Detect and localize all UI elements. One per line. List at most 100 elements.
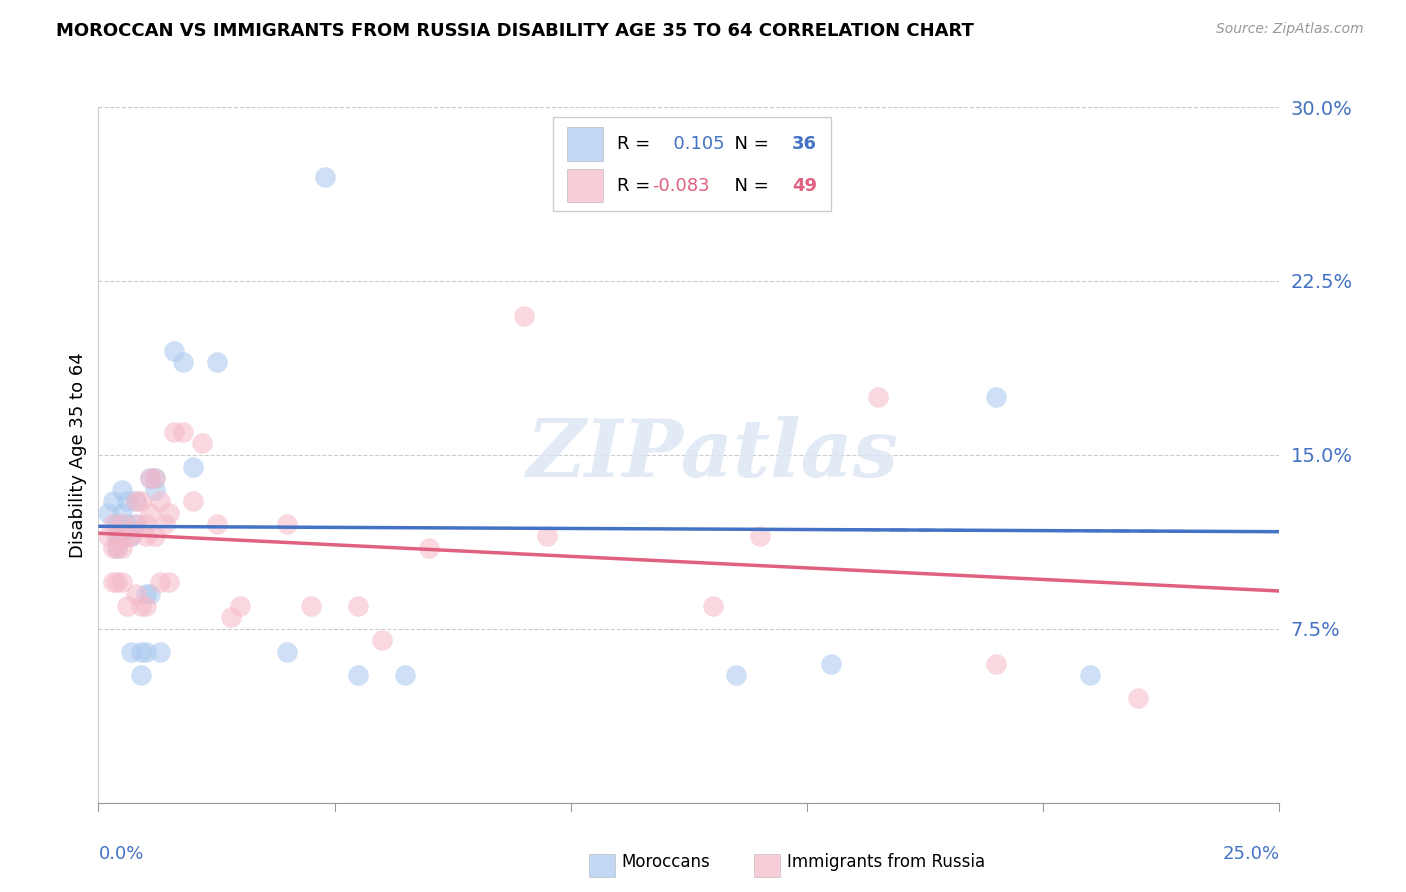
Text: Moroccans: Moroccans <box>621 853 710 871</box>
Text: Source: ZipAtlas.com: Source: ZipAtlas.com <box>1216 22 1364 37</box>
Point <box>105 541 128 555</box>
Point <box>105 575 128 590</box>
Point <box>418 541 440 555</box>
Point <box>276 645 298 659</box>
Point <box>820 657 842 671</box>
Point <box>135 517 157 532</box>
Text: -0.083: -0.083 <box>652 177 710 194</box>
Point <box>135 645 157 659</box>
Point <box>111 506 134 520</box>
Point <box>984 657 1007 671</box>
Point <box>181 494 204 508</box>
Point <box>111 517 134 532</box>
Point <box>394 668 416 682</box>
Point <box>347 599 370 613</box>
Text: N =: N = <box>723 135 775 153</box>
Point <box>111 541 134 555</box>
Point <box>149 575 172 590</box>
Point <box>157 575 180 590</box>
Point <box>129 494 152 508</box>
Point <box>1080 668 1102 682</box>
Point <box>135 587 157 601</box>
Point <box>105 517 128 532</box>
Point <box>115 599 138 613</box>
Point <box>125 494 148 508</box>
Point <box>101 494 124 508</box>
Point <box>725 668 748 682</box>
Point <box>115 529 138 543</box>
Point <box>139 506 162 520</box>
Point <box>512 309 534 323</box>
Point <box>172 355 194 369</box>
Text: ZIPatlas: ZIPatlas <box>526 417 898 493</box>
Point <box>101 541 124 555</box>
Point <box>157 506 180 520</box>
Point <box>125 517 148 532</box>
Point <box>139 587 162 601</box>
Point <box>205 355 228 369</box>
Point <box>115 494 138 508</box>
Point <box>97 506 120 520</box>
Text: R =: R = <box>617 135 655 153</box>
Point <box>143 471 166 485</box>
Point <box>181 459 204 474</box>
Point <box>153 517 176 532</box>
Point <box>135 529 157 543</box>
Point <box>149 645 172 659</box>
Point <box>105 529 128 543</box>
Point <box>129 599 152 613</box>
Point <box>101 575 124 590</box>
Point <box>205 517 228 532</box>
Point <box>125 517 148 532</box>
Point <box>105 529 128 543</box>
Point <box>97 529 120 543</box>
Point <box>536 529 558 543</box>
Point <box>121 529 143 543</box>
Point <box>125 494 148 508</box>
Point <box>139 471 162 485</box>
FancyBboxPatch shape <box>567 169 603 202</box>
Point <box>229 599 252 613</box>
Text: R =: R = <box>617 177 655 194</box>
Point <box>111 529 134 543</box>
Point <box>748 529 770 543</box>
FancyBboxPatch shape <box>567 128 603 161</box>
Point <box>984 390 1007 404</box>
FancyBboxPatch shape <box>553 118 831 211</box>
Point <box>115 517 138 532</box>
Point <box>371 633 394 648</box>
Text: 25.0%: 25.0% <box>1222 845 1279 863</box>
Point <box>172 425 194 439</box>
Point <box>101 517 124 532</box>
Point <box>314 169 336 184</box>
Text: 0.0%: 0.0% <box>98 845 143 863</box>
Point <box>276 517 298 532</box>
Point <box>163 343 186 358</box>
Text: 0.105: 0.105 <box>662 135 724 153</box>
Point <box>143 471 166 485</box>
Point <box>347 668 370 682</box>
Point <box>111 575 134 590</box>
Point <box>1126 691 1149 706</box>
Point <box>129 668 152 682</box>
FancyBboxPatch shape <box>589 854 614 877</box>
Point <box>105 541 128 555</box>
Point <box>191 436 214 450</box>
Point <box>111 483 134 497</box>
Text: 36: 36 <box>792 135 817 153</box>
Text: 49: 49 <box>792 177 817 194</box>
Point <box>702 599 724 613</box>
Point <box>139 471 162 485</box>
Point <box>121 645 143 659</box>
Point <box>135 599 157 613</box>
Point <box>143 483 166 497</box>
Point <box>219 610 242 624</box>
Point <box>149 494 172 508</box>
Point <box>299 599 322 613</box>
Point <box>163 425 186 439</box>
Text: N =: N = <box>723 177 775 194</box>
Point <box>702 169 724 184</box>
Text: Immigrants from Russia: Immigrants from Russia <box>787 853 986 871</box>
Point <box>129 645 152 659</box>
Y-axis label: Disability Age 35 to 64: Disability Age 35 to 64 <box>69 352 87 558</box>
